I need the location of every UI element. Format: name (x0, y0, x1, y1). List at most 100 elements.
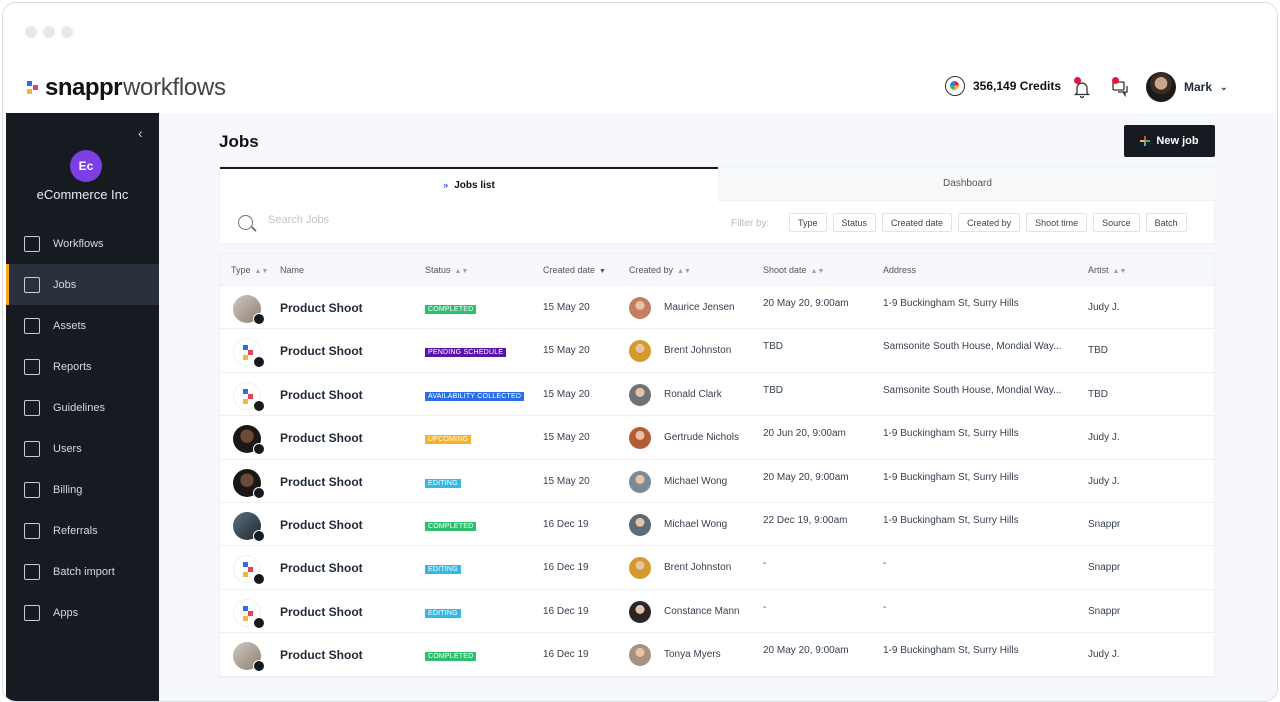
batch-import-icon (24, 563, 40, 580)
referrals-icon (24, 522, 40, 539)
column-label: Artist (1088, 265, 1109, 275)
user-avatar (1146, 72, 1176, 102)
column-created-by[interactable]: Created by ▲▼ (629, 265, 691, 275)
artist: Judy J. (1088, 475, 1120, 487)
sort-icon: ▲▼ (254, 268, 269, 275)
table-row[interactable]: Product Shoot PENDING SCHEDULE 15 May 20 Br… (220, 329, 1214, 373)
sidebar-item-apps[interactable]: Apps (6, 592, 159, 633)
window-dot-maximize[interactable] (61, 26, 73, 38)
apps-icon (24, 604, 40, 621)
sidebar-item-users[interactable]: Users (6, 428, 159, 469)
sidebar-item-billing[interactable]: Billing (6, 469, 159, 510)
address: 1-9 Buckingham St, Surry Hills (883, 471, 1019, 483)
created-by: Constance Mann (664, 605, 740, 617)
status-badge: EDITING (425, 565, 461, 575)
sidebar-item-referrals[interactable]: Referrals (6, 510, 159, 551)
credits-balance[interactable]: 356,149 Credits (945, 76, 1061, 96)
sort-icon: ▲▼ (1112, 268, 1127, 275)
status-badge: PENDING SCHEDULE (425, 348, 507, 358)
sidebar: ‹ Ec eCommerce Inc Workflows Jobs Assets… (6, 113, 159, 701)
notifications-button[interactable] (1073, 77, 1091, 99)
sidebar-item-batch-import[interactable]: Batch import (6, 551, 159, 592)
shoot-date: 20 Jun 20, 9:00am (763, 428, 846, 440)
app-logo[interactable]: snappr workflows (27, 73, 226, 103)
user-menu[interactable]: Mark ⌄ (1146, 72, 1228, 102)
created-by: Ronald Clark (664, 388, 722, 400)
filter-created-date[interactable]: Created date (882, 213, 953, 232)
table-row[interactable]: Product Shoot AVAILABILITY COLLECTED 15 Ma… (220, 373, 1214, 417)
sidebar-item-label: Reports (53, 360, 92, 373)
table-row[interactable]: Product Shoot UPCOMING 15 May 20 Gertrude N… (220, 416, 1214, 460)
creator-avatar (629, 557, 651, 580)
status-badge: UPCOMING (425, 435, 472, 445)
new-job-label: New job (1156, 135, 1199, 147)
created-by: Brent Johnston (664, 562, 732, 574)
filter-status[interactable]: Status (832, 213, 877, 232)
table-row[interactable]: Product Shoot COMPLETED 16 Dec 19 Michael W… (220, 503, 1214, 547)
sidebar-item-reports[interactable]: Reports (6, 346, 159, 387)
window-dot-minimize[interactable] (43, 26, 55, 38)
snappr-logo-icon (27, 81, 39, 95)
column-type[interactable]: Type ▲▼ (231, 265, 268, 275)
address: Samsonite South House, Mondial Way... (883, 384, 1062, 396)
sidebar-item-guidelines[interactable]: Guidelines (6, 387, 159, 428)
sidebar-item-jobs[interactable]: Jobs (6, 264, 159, 305)
camera-icon (253, 660, 265, 673)
column-label: Status (425, 265, 451, 275)
sidebar-item-assets[interactable]: Assets (6, 305, 159, 346)
tab-jobs-list[interactable]: » Jobs list (220, 167, 718, 201)
creator-avatar (629, 297, 651, 319)
sidebar-item-workflows[interactable]: Workflows (6, 223, 159, 264)
column-created-date[interactable]: Created date ▼ (543, 265, 606, 275)
job-name[interactable]: Product Shoot (280, 387, 363, 402)
chevron-down-icon: ⌄ (1220, 81, 1228, 92)
creator-avatar (629, 513, 651, 536)
job-name[interactable]: Product Shoot (280, 648, 363, 663)
search-input[interactable] (268, 214, 568, 226)
sidebar-item-label: Referrals (53, 524, 98, 537)
sidebar-item-label: Billing (53, 483, 83, 496)
column-label: Created date (543, 265, 596, 275)
table-row[interactable]: Product Shoot COMPLETED 15 May 20 Maurice J… (220, 286, 1214, 330)
sidebar-item-label: Batch import (53, 565, 115, 578)
tab-dashboard[interactable]: Dashboard (718, 167, 1216, 201)
table-row[interactable]: Product Shoot EDITING 15 May 20 Michael Won… (220, 460, 1214, 503)
job-name[interactable]: Product Shoot (280, 561, 363, 576)
filter-source[interactable]: Source (1093, 213, 1140, 232)
column-label: Name (280, 265, 305, 275)
camera-icon (253, 616, 265, 629)
filter-shoot-time[interactable]: Shoot time (1026, 213, 1088, 232)
job-name[interactable]: Product Shoot (280, 344, 363, 359)
new-job-button[interactable]: New job (1124, 125, 1215, 157)
filter-batch[interactable]: Batch (1145, 213, 1187, 232)
job-name[interactable]: Product Shoot (280, 517, 363, 532)
camera-icon (253, 573, 265, 586)
created-by: Michael Wong (664, 518, 728, 530)
sidebar-item-label: Assets (53, 319, 87, 332)
messages-button[interactable] (1111, 77, 1131, 99)
column-shoot-date[interactable]: Shoot date ▲▼ (763, 265, 824, 275)
window-controls (25, 26, 73, 38)
created-date: 16 Dec 19 (543, 649, 589, 661)
assets-icon (24, 317, 40, 334)
table-row[interactable]: Product Shoot EDITING 16 Dec 19 Constance M… (220, 590, 1214, 634)
org-name: eCommerce Inc (36, 187, 129, 202)
filter-type[interactable]: Type (789, 213, 827, 232)
table-row[interactable]: Product Shoot COMPLETED 16 Dec 19 Tonya Mye… (220, 633, 1214, 677)
window-dot-close[interactable] (25, 26, 37, 38)
filter-created-by[interactable]: Created by (958, 213, 1021, 232)
job-name[interactable]: Product Shoot (280, 431, 363, 446)
org-avatar[interactable]: Ec (70, 150, 102, 182)
status-badge: EDITING (425, 478, 461, 488)
job-name[interactable]: Product Shoot (280, 301, 363, 315)
job-name[interactable]: Product Shoot (280, 604, 363, 619)
collapse-sidebar-button[interactable]: ‹ (138, 125, 143, 141)
column-artist[interactable]: Artist ▲▼ (1088, 265, 1126, 275)
job-name[interactable]: Product Shoot (280, 474, 363, 489)
shoot-date: TBD (763, 341, 783, 353)
table-row[interactable]: Product Shoot EDITING 16 Dec 19 Brent Johns… (220, 546, 1214, 590)
page-title: Jobs (219, 132, 259, 151)
column-status[interactable]: Status ▲▼ (425, 265, 468, 275)
status-badge: AVAILABILITY COLLECTED (425, 391, 525, 401)
